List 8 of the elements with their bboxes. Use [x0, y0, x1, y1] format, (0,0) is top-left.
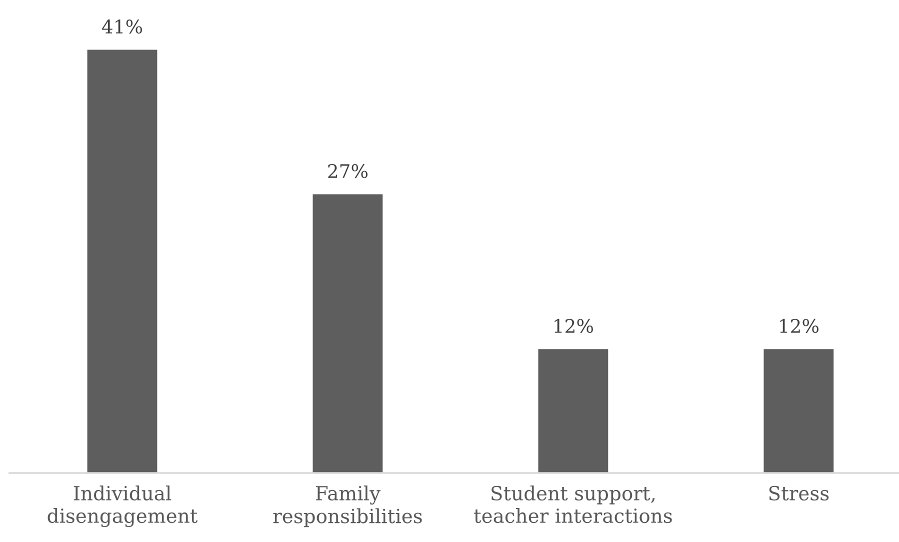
- x-tick-label: Individual disengagement: [48, 486, 198, 528]
- x-tick-label: Family responsibilities: [273, 486, 422, 528]
- data-label: 12%: [780, 318, 818, 333]
- data-label: 12%: [554, 318, 593, 333]
- data-label: 27%: [328, 164, 368, 178]
- data-label: 41%: [102, 19, 142, 34]
- x-tick-label: Student support, teacher interactions: [474, 486, 672, 524]
- x-tick-label: Stress: [769, 486, 829, 501]
